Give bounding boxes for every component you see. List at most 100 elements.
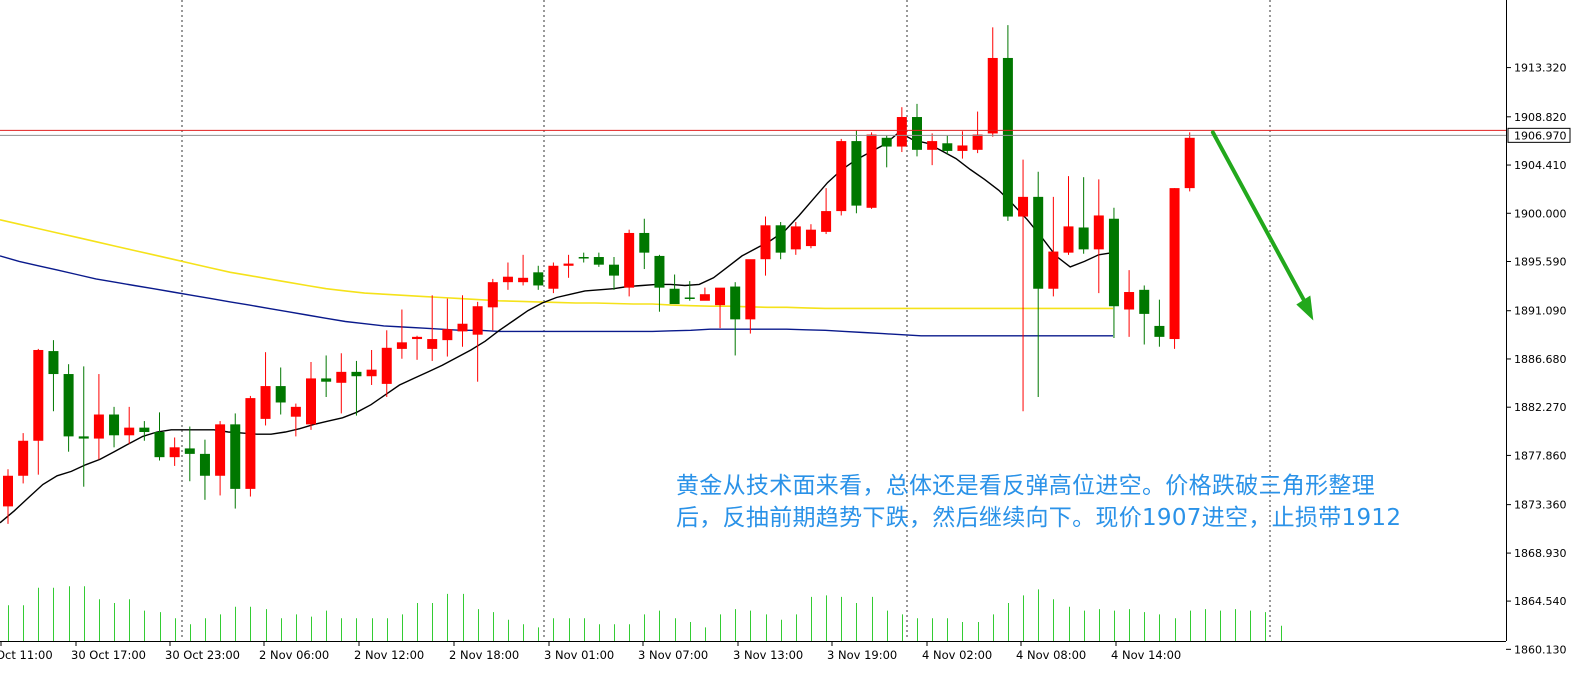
y-tick-label: 1891.090 xyxy=(1514,305,1567,318)
candle-body xyxy=(215,424,226,476)
candle-body xyxy=(33,349,44,441)
x-tick-label: 30 Oct 23:00 xyxy=(165,648,240,662)
candle xyxy=(684,281,695,301)
candle xyxy=(78,366,89,487)
candle-body xyxy=(745,259,756,320)
candle-body xyxy=(699,294,710,301)
ma-yellow-line xyxy=(0,219,1113,310)
candle-body xyxy=(63,374,74,437)
candle-body xyxy=(230,424,241,489)
candle-body xyxy=(18,440,29,476)
candle xyxy=(851,130,862,214)
candle-body xyxy=(715,287,726,306)
candle-body xyxy=(836,141,847,212)
ma-black-line xyxy=(0,131,1114,524)
candle xyxy=(260,352,271,426)
candle-body xyxy=(457,323,468,332)
y-tick-label: 1873.360 xyxy=(1514,499,1567,512)
candle xyxy=(578,252,589,263)
candle xyxy=(624,229,635,297)
candle xyxy=(669,274,680,305)
candle xyxy=(1033,171,1044,398)
candle xyxy=(821,188,832,235)
candle xyxy=(412,335,423,360)
candle xyxy=(3,469,13,524)
candle xyxy=(1002,25,1013,221)
candle-body xyxy=(109,414,120,436)
candle-body xyxy=(48,351,59,375)
candle xyxy=(93,374,104,460)
x-tick-label: 3 Nov 01:00 xyxy=(544,648,614,662)
candle-body xyxy=(639,232,650,253)
candle xyxy=(427,295,438,361)
candle-body xyxy=(548,265,559,289)
candle-body xyxy=(684,297,695,299)
candle xyxy=(442,298,453,357)
candle-body xyxy=(154,432,165,458)
candle xyxy=(866,132,877,209)
x-tick-label: Oct 11:00 xyxy=(0,648,53,662)
candle xyxy=(942,135,953,155)
candle-body xyxy=(1002,57,1013,217)
candle-body xyxy=(199,453,210,476)
candle-body xyxy=(533,272,544,286)
candle xyxy=(290,403,301,437)
candle-body xyxy=(790,226,801,250)
candle-body xyxy=(336,371,347,383)
candle xyxy=(593,252,604,267)
candle-body xyxy=(1108,218,1119,307)
candle-body xyxy=(396,342,407,349)
candle xyxy=(48,340,59,412)
x-tick-label: 4 Nov 08:00 xyxy=(1016,648,1086,662)
annotation-line-2: 后，反抽前期趋势下跌，然后继续向下。现价1907进空，止损带1912 xyxy=(676,505,1402,531)
candle-body xyxy=(1078,227,1089,250)
candle-body xyxy=(351,371,362,377)
candle xyxy=(654,254,665,312)
y-tick-label: 1877.860 xyxy=(1514,449,1567,462)
y-tick-label: 1886.680 xyxy=(1514,353,1567,366)
y-tick-label: 1860.130 xyxy=(1514,643,1567,656)
candle-body xyxy=(896,117,907,147)
candle xyxy=(1063,176,1074,255)
arrow-head xyxy=(1296,295,1314,321)
candle xyxy=(518,254,529,286)
candle xyxy=(563,254,574,278)
candle xyxy=(775,222,786,260)
candle xyxy=(972,111,983,154)
candle-body xyxy=(1154,325,1165,337)
x-tick-label: 4 Nov 02:00 xyxy=(922,648,992,662)
candle xyxy=(1154,299,1165,347)
candle-body xyxy=(972,134,983,150)
current-price-box xyxy=(1507,127,1571,143)
candle-body xyxy=(275,386,286,403)
candle xyxy=(533,265,544,290)
candle-body xyxy=(912,117,922,150)
y-tick-label: 1882.270 xyxy=(1514,401,1567,414)
candle xyxy=(18,433,29,484)
candle-body xyxy=(578,257,589,259)
candle-body xyxy=(821,211,832,232)
candle xyxy=(1124,270,1135,337)
x-tick-label: 2 Nov 18:00 xyxy=(449,648,519,662)
candle-body xyxy=(593,257,604,265)
candle-body xyxy=(124,427,135,436)
x-tick-label: 30 Oct 17:00 xyxy=(71,648,146,662)
candle xyxy=(154,412,165,461)
candle-body xyxy=(1063,226,1074,253)
candle xyxy=(245,395,256,497)
candle-body xyxy=(1048,251,1059,289)
candle xyxy=(715,287,726,329)
candle xyxy=(1169,188,1180,349)
y-tick-label: 1900.000 xyxy=(1514,207,1567,220)
annotation-line-1: 黄金从技术面来看，总体还是看反弹高位进空。价格跌破三角形整理 xyxy=(676,473,1375,499)
candle xyxy=(1184,132,1195,192)
candle-body xyxy=(472,306,483,335)
analysis-annotation: 黄金从技术面来看，总体还是看反弹高位进空。价格跌破三角形整理 后，反抽前期趋势下… xyxy=(676,470,1476,534)
candle-body xyxy=(624,232,635,288)
x-tick-label: 4 Nov 14:00 xyxy=(1111,648,1181,662)
candle-body xyxy=(260,386,271,419)
candle xyxy=(609,257,619,290)
candle-body xyxy=(442,329,453,341)
candle-body xyxy=(366,369,377,377)
